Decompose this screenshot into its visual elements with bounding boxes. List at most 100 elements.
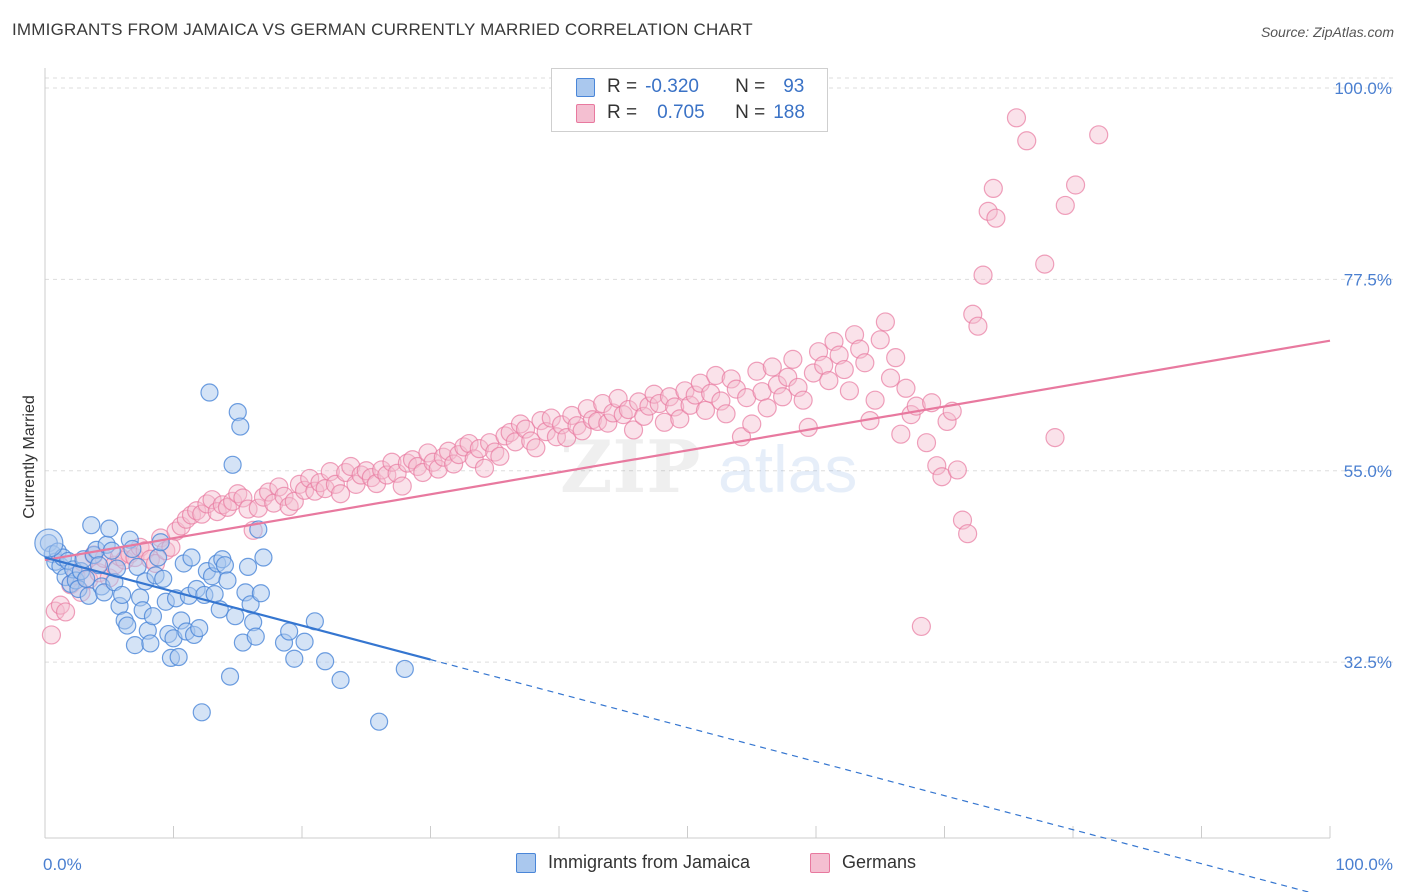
germans-point	[238, 499, 258, 519]
germans-point	[541, 408, 561, 428]
germans-point	[382, 452, 402, 472]
legend-n-label: N =	[735, 76, 766, 97]
y-tick-label: 100.0%	[1334, 79, 1392, 98]
germans-point	[983, 178, 1003, 199]
germans-point	[546, 427, 567, 447]
germans-point	[716, 404, 736, 424]
germans-point	[927, 456, 947, 476]
germans-point	[1055, 195, 1075, 216]
germans-point	[685, 385, 705, 405]
germans-point	[675, 381, 695, 401]
jamaica-point	[112, 585, 132, 605]
germans-point	[875, 312, 895, 332]
germans-point	[418, 443, 438, 463]
germans-point	[891, 424, 911, 444]
germans-point	[757, 398, 777, 418]
germans-point	[428, 459, 448, 479]
germans-point	[767, 375, 788, 395]
jamaica-point	[192, 703, 211, 722]
jamaica-point	[246, 627, 265, 646]
germans-point	[202, 490, 222, 510]
jamaica-point	[251, 584, 270, 603]
germans-point	[187, 501, 207, 521]
y-tick-label: 55.0%	[1344, 462, 1392, 481]
jamaica-point	[295, 632, 314, 651]
germans-point	[444, 454, 464, 474]
germans-point	[217, 497, 238, 517]
bottom-legend-label: Germans	[842, 852, 917, 872]
legend-swatch-pink	[576, 103, 595, 123]
bottom-legend-jamaica[interactable]: Immigrants from Jamaica	[516, 852, 750, 873]
germans-point	[274, 486, 294, 506]
stats-legend: R = -0.320 N = 93 R = 0.705 N = 188	[551, 68, 828, 132]
germans-point	[803, 363, 824, 383]
germans-point	[973, 265, 993, 285]
jamaica-trend-line	[44, 556, 431, 661]
chart-title: IMMIGRANTS FROM JAMAICA VS GERMAN CURREN…	[12, 20, 753, 39]
germans-points	[41, 108, 1109, 645]
jamaica-point	[223, 455, 242, 474]
germans-point	[839, 381, 860, 401]
germans-point	[947, 460, 967, 480]
germans-point	[706, 365, 726, 386]
germans-point	[629, 392, 649, 412]
germans-point	[814, 355, 834, 375]
germans-trend-line	[44, 339, 1331, 562]
legend-r-value: -0.320	[645, 76, 699, 97]
germans-point	[41, 625, 62, 645]
jamaica-point	[316, 652, 335, 671]
germans-point	[654, 412, 674, 432]
germans-point	[526, 438, 546, 458]
bottom-legend-label: Immigrants from Jamaica	[548, 852, 751, 872]
germans-point	[253, 487, 274, 507]
jamaica-point	[82, 516, 101, 535]
germans-point	[433, 447, 453, 467]
germans-point	[665, 397, 685, 417]
germans-point	[865, 390, 885, 410]
germans-point	[701, 383, 721, 403]
jamaica-point	[125, 636, 145, 655]
jamaica-point	[200, 383, 219, 402]
legend-n-label: N =	[735, 102, 766, 123]
jamaica-point	[238, 557, 258, 576]
germans-point	[680, 395, 700, 415]
jamaica-point	[100, 519, 119, 538]
jamaica-point	[220, 667, 240, 686]
jamaica-trend-extension	[430, 659, 1311, 892]
y-axis-label: Currently Married	[21, 395, 38, 519]
legend-row-jamaica: R = -0.320 N = 93	[576, 75, 804, 99]
germans-point	[978, 201, 998, 221]
germans-point	[968, 316, 988, 336]
jamaica-point	[143, 607, 163, 626]
germans-point	[886, 348, 906, 368]
germans-point	[212, 495, 232, 515]
jamaica-point	[285, 649, 304, 668]
germans-point	[1017, 131, 1037, 151]
germans-point	[392, 476, 412, 496]
germans-point	[233, 488, 253, 508]
germans-point	[747, 361, 767, 381]
germans-point	[1065, 175, 1086, 195]
jamaica-point	[118, 616, 137, 635]
watermark-atlas: atlas	[718, 432, 857, 506]
jamaica-point	[215, 556, 234, 575]
y-tick-label: 32.5%	[1344, 653, 1392, 672]
bottom-legend-swatch-blue	[516, 852, 536, 873]
germans-point	[819, 371, 839, 391]
germans-point	[778, 367, 798, 387]
germans-point	[793, 390, 813, 410]
jamaica-point	[218, 571, 237, 590]
germans-point	[469, 439, 489, 459]
germans-point	[986, 208, 1006, 228]
germans-point	[963, 304, 983, 324]
germans-point	[880, 368, 901, 388]
jamaica-point	[331, 670, 350, 690]
germans-point	[721, 369, 741, 389]
germans-point	[598, 413, 618, 433]
tick-labels: 32.5% 55.0% 77.5% 100.0% 0.0% 100.0%	[43, 79, 1393, 874]
jamaica-point	[395, 659, 414, 679]
jamaica-point	[77, 569, 96, 588]
bottom-legend-germans[interactable]: Germans	[810, 852, 916, 873]
germans-point	[269, 477, 289, 497]
germans-point	[834, 359, 854, 380]
